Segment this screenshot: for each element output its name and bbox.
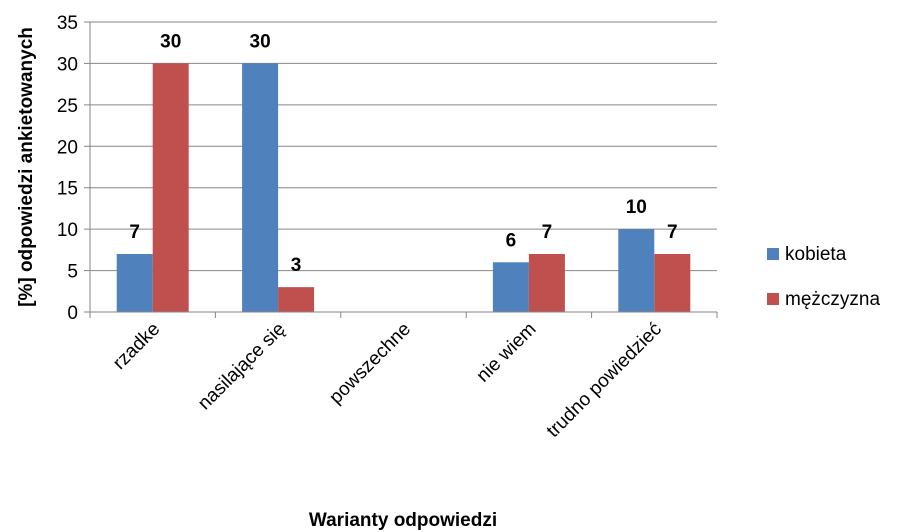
x-tick-labels: rzadke nasilające się powszechne nie wiem tr… <box>109 319 666 442</box>
y-tick-label: 0 <box>67 303 78 324</box>
x-category-label: nasilające się <box>194 319 290 415</box>
data-label: 3 <box>291 255 302 276</box>
x-category-label: rzadke <box>109 319 164 374</box>
data-label: 30 <box>160 31 181 52</box>
data-label: 7 <box>129 222 140 243</box>
y-tick-label: 20 <box>57 137 78 158</box>
bar-mężczyzna-0 <box>152 63 189 312</box>
bar-kobieta-4 <box>618 229 655 312</box>
data-label: 7 <box>667 222 678 243</box>
data-label: 7 <box>542 222 553 243</box>
axes <box>84 21 718 318</box>
x-category-label: nie wiem <box>473 319 541 387</box>
bars <box>116 63 691 312</box>
y-tick-label: 5 <box>67 262 78 283</box>
y-tick-label: 35 <box>57 13 78 34</box>
bar-kobieta-0 <box>116 254 153 312</box>
bar-kobieta-3 <box>492 262 529 312</box>
legend-label: kobieta <box>785 244 847 265</box>
data-labels: 7 30 30 3 6 7 10 7 <box>129 31 677 276</box>
y-tick-labels: 0 5 10 15 20 25 30 35 <box>57 13 78 324</box>
data-label: 30 <box>250 31 271 52</box>
x-axis-title: Warianty odpowiedzi <box>309 510 497 531</box>
y-axis-title: [%] odpowiedzi ankietowanych <box>16 27 37 307</box>
gridlines <box>90 21 717 313</box>
bar-mężczyzna-3 <box>528 254 565 312</box>
legend-label: mężczyzna <box>785 289 880 310</box>
y-tick-label: 15 <box>57 179 78 200</box>
x-category-label: trudno powiedzieć <box>543 319 666 442</box>
legend-swatch-mężczyzna <box>767 293 779 305</box>
data-label: 6 <box>506 230 517 251</box>
y-tick-label: 25 <box>57 96 78 117</box>
y-tick-label: 10 <box>57 220 78 241</box>
legend: kobieta mężczyzna <box>767 244 880 310</box>
legend-swatch-kobieta <box>767 248 779 260</box>
x-category-label: powszechne <box>325 319 415 409</box>
y-tick-label: 30 <box>57 54 78 75</box>
bar-mężczyzna-1 <box>278 287 315 312</box>
bar-mężczyzna-4 <box>654 254 691 312</box>
bar-kobieta-1 <box>242 63 279 312</box>
data-label: 10 <box>626 197 647 218</box>
